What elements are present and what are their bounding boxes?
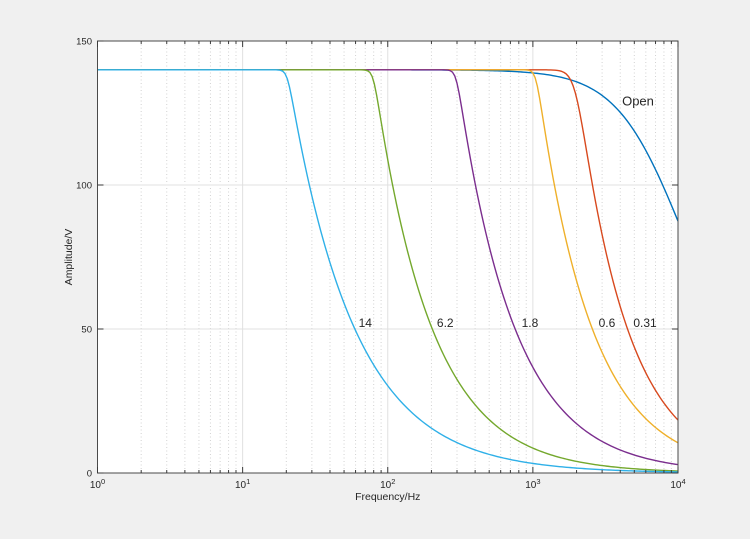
curve-14 xyxy=(97,69,678,473)
curve-label-6.2: 6.2 xyxy=(437,316,454,330)
curve-label-1.8: 1.8 xyxy=(522,316,539,330)
x-tick-label: 100 xyxy=(90,477,105,491)
curve-label-0.6: 0.6 xyxy=(599,316,616,330)
curve-label-open: Open xyxy=(622,93,654,108)
y-tick-label: 150 xyxy=(76,37,92,48)
x-tick-label: 104 xyxy=(670,477,685,491)
x-tick-label: 102 xyxy=(380,477,395,491)
y-tick-label: 50 xyxy=(81,325,92,336)
curves-group xyxy=(97,69,678,473)
x-axis-label: Frequency/Hz xyxy=(355,491,420,503)
curve-label-0.31: 0.31 xyxy=(633,316,657,330)
x-tick-label: 103 xyxy=(525,477,540,491)
y-axis-label: Amplitude/V xyxy=(63,229,75,286)
y-tick-label: 100 xyxy=(76,181,92,192)
curve-label-14: 14 xyxy=(359,316,373,330)
y-tick-label: 0 xyxy=(87,469,92,480)
x-tick-label: 101 xyxy=(235,477,250,491)
